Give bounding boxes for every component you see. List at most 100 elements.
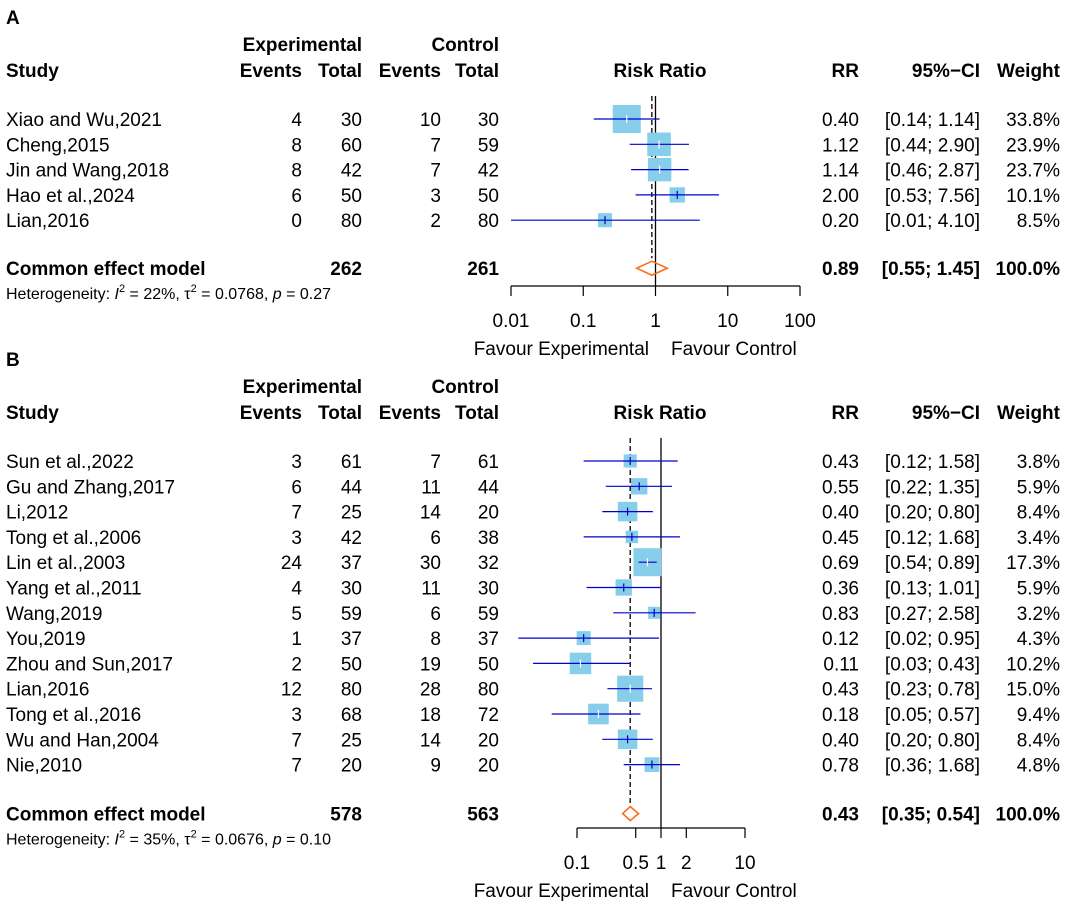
ctl-events: 7 [430, 135, 441, 156]
weight-value: 10.1% [1006, 186, 1060, 207]
rr-value: 0.18 [822, 705, 859, 726]
weight-value: 9.4% [1017, 705, 1060, 726]
x-axis-tick-label: 0.1 [564, 853, 590, 874]
exp-total: 42 [341, 528, 362, 549]
ci-value: [0.12; 1.58] [885, 452, 980, 473]
favour-right-label: Favour Control [671, 881, 797, 902]
exp-events: 8 [291, 135, 302, 156]
favour-left-label: Favour Experimental [474, 881, 649, 902]
header-weight: Weight [997, 403, 1061, 424]
exp-events: 24 [281, 553, 303, 574]
header-exp-total: Total [318, 403, 362, 424]
weight-value: 10.2% [1006, 654, 1060, 675]
exp-events: 4 [291, 579, 302, 600]
exp-events: 6 [291, 186, 302, 207]
ci-value: [0.02; 0.95] [885, 629, 980, 650]
ci-value: [0.22; 1.35] [885, 477, 980, 498]
ctl-events: 7 [430, 452, 441, 473]
heterogeneity-text: Heterogeneity: I2 = 22%, τ2 = 0.0768, p … [6, 283, 331, 303]
exp-events: 5 [291, 604, 302, 625]
study-name: Yang et al.,2011 [6, 579, 142, 600]
study-name: You,2019 [6, 629, 86, 650]
ctl-events: 18 [420, 705, 441, 726]
ctl-total: 50 [478, 186, 499, 207]
ctl-total: 37 [478, 629, 499, 650]
ctl-events: 9 [430, 756, 441, 777]
weight-value: 3.4% [1017, 528, 1060, 549]
rr-value: 1.12 [822, 135, 859, 156]
pooled-ci: [0.55; 1.45] [882, 259, 980, 280]
exp-total: 61 [341, 452, 362, 473]
weight-value: 17.3% [1006, 553, 1060, 574]
exp-total: 30 [341, 579, 362, 600]
ctl-events: 7 [430, 161, 441, 182]
study-name: Zhou and Sun,2017 [6, 654, 173, 675]
ctl-total: 32 [478, 553, 499, 574]
exp-events: 3 [291, 452, 302, 473]
study-name: Nie,2010 [6, 756, 82, 777]
ci-value: [0.12; 1.68] [885, 528, 980, 549]
weight-value: 15.0% [1006, 680, 1060, 701]
ctl-total: 30 [478, 110, 499, 131]
exp-total: 30 [341, 110, 362, 131]
ctl-events: 3 [430, 186, 441, 207]
header-study: Study [6, 403, 59, 424]
rr-value: 0.78 [822, 756, 859, 777]
pooled-weight: 100.0% [996, 805, 1061, 826]
ctl-total: 80 [478, 680, 499, 701]
header-study: Study [6, 61, 59, 82]
ctl-events: 14 [420, 730, 442, 751]
exp-events: 7 [291, 756, 302, 777]
exp-total: 44 [341, 477, 363, 498]
exp-total: 68 [341, 705, 362, 726]
study-name: Hao et al.,2024 [6, 186, 135, 207]
rr-value: 0.36 [822, 579, 859, 600]
header-ctl-total: Total [455, 61, 499, 82]
favour-left-label: Favour Experimental [474, 339, 649, 360]
ci-value: [0.20; 0.80] [885, 730, 980, 751]
exp-total: 50 [341, 186, 362, 207]
rr-value: 0.43 [822, 452, 859, 473]
ctl-events: 8 [430, 629, 441, 650]
heterogeneity-text: Heterogeneity: I2 = 35%, τ2 = 0.0676, p … [6, 829, 331, 849]
exp-events: 0 [291, 211, 302, 232]
weight-value: 8.5% [1017, 211, 1060, 232]
pooled-diamond [634, 260, 670, 277]
ctl-total: 38 [478, 528, 499, 549]
study-name: Li,2012 [6, 503, 68, 524]
exp-events: 4 [291, 110, 302, 131]
pooled-ctl-total: 261 [467, 259, 499, 280]
ctl-events: 30 [420, 553, 441, 574]
weight-value: 8.4% [1017, 503, 1060, 524]
rr-value: 0.55 [822, 477, 859, 498]
study-name: Lian,2016 [6, 211, 89, 232]
header-control: Control [431, 35, 499, 56]
exp-events: 3 [291, 705, 302, 726]
header-ctl-events: Events [379, 403, 441, 424]
study-name: Wang,2019 [6, 604, 102, 625]
pooled-exp-total: 262 [330, 259, 362, 280]
ci-value: [0.01; 4.10] [885, 211, 980, 232]
header-exp-events: Events [240, 403, 302, 424]
x-axis-tick-label: 0.01 [493, 311, 530, 332]
header-rr: RR [832, 403, 860, 424]
ci-value: [0.53; 7.56] [885, 186, 980, 207]
rr-value: 0.12 [822, 629, 859, 650]
weight-value: 4.8% [1017, 756, 1060, 777]
header-ci: 95%−CI [912, 61, 980, 82]
rr-value: 0.11 [823, 654, 859, 675]
x-axis-tick-label: 10 [717, 311, 738, 332]
x-axis-tick-label: 1 [656, 853, 667, 874]
ci-value: [0.03; 0.43] [885, 654, 980, 675]
rr-value: 0.40 [822, 110, 859, 131]
exp-total: 37 [341, 629, 362, 650]
header-ctl-total: Total [455, 403, 499, 424]
ci-value: [0.27; 2.58] [885, 604, 980, 625]
exp-events: 12 [281, 680, 302, 701]
ctl-total: 59 [478, 604, 499, 625]
ci-value: [0.36; 1.68] [885, 756, 980, 777]
x-axis-tick-label: 0.1 [570, 311, 596, 332]
panel-label: A [6, 8, 20, 29]
exp-total: 59 [341, 604, 362, 625]
